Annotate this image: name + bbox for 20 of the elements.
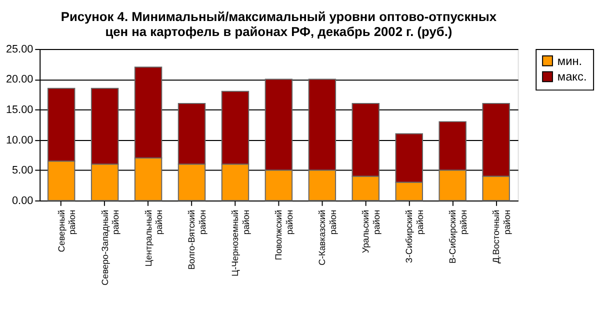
x-tick-label: З-Сибирский район [404,210,425,263]
legend-label: мин. [557,54,582,68]
x-tick-label: В-Сибирский район [448,210,468,264]
y-tick-label: 25.00 [6,43,34,56]
x-tick-label: Ц-Черноземный район [230,210,252,276]
y-tick-label: 15.00 [6,104,34,116]
x-tick-label: Волго-Вятский район [186,210,208,270]
x-tick-label: Центральный район [143,210,164,266]
chart-title: Рисунок 4. Минимальный/максимальный уровни оптово-отпускных цен на картофель в районах РФ, декабрь 2002 г. (руб.) [60,9,498,40]
y-tick-label: 5.00 [12,164,34,177]
y-tick-label: 0.00 [12,194,34,207]
y-tick-label: 10.00 [6,134,34,146]
x-tick-label: Северо-Западный район [100,210,121,286]
y-tick-label: 20.00 [6,74,34,86]
x-tick-label: С-Кавказский район [317,210,338,266]
x-tick-label: Поволжский район [274,210,295,260]
x-tick-label: Уральский район [360,210,382,254]
legend-label: макс. [557,70,587,84]
x-tick-label: Д.Восточный район [491,210,512,264]
x-tick-label: Северный район [56,210,78,252]
